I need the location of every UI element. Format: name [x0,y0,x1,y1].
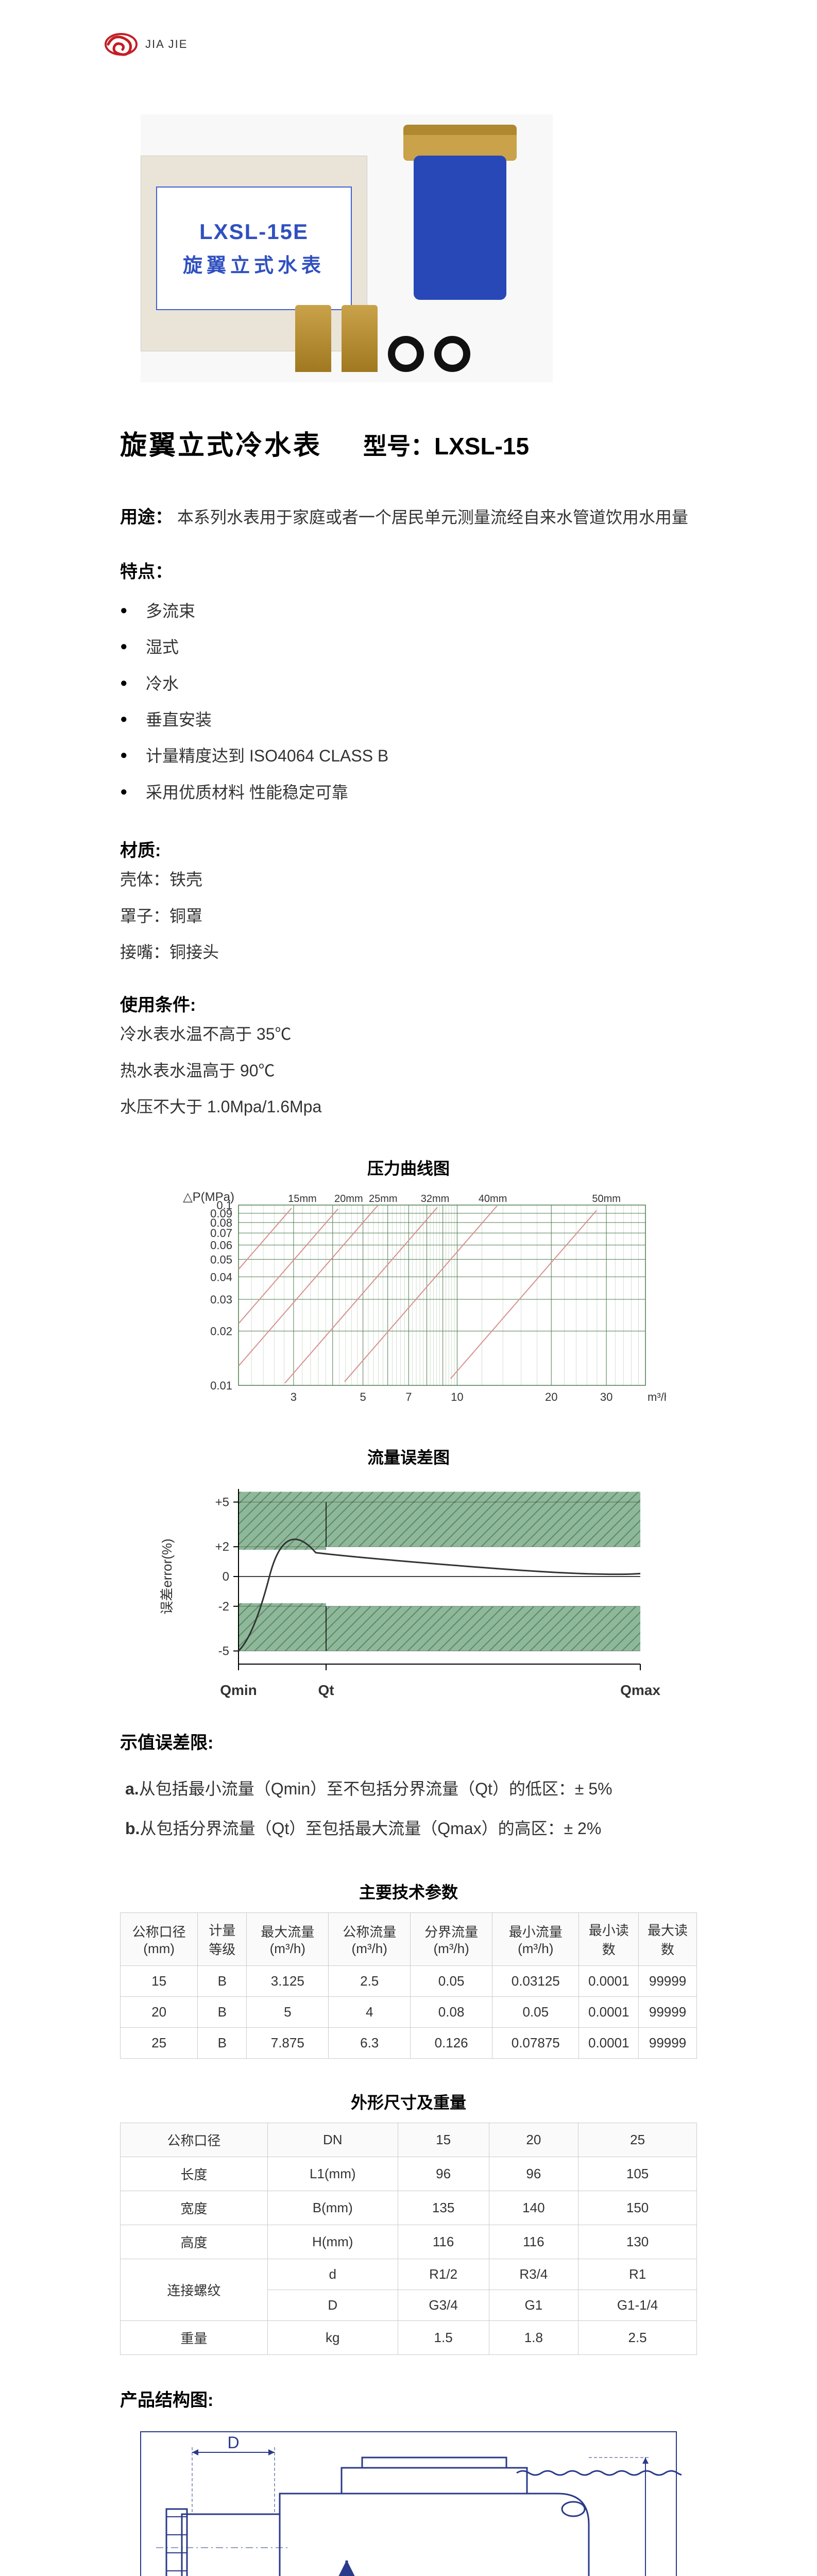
logo-swirl-icon [103,31,139,58]
feature-item: 采用优质材料 性能稳定可靠 [120,774,697,810]
usage-block: 用途： 本系列水表用于家庭或者一个居民单元测量流经自来水管道饮用水用量 [120,498,697,537]
table-header: 公称口径 (mm) [121,1913,198,1966]
pressure-chart: △P(MPa)0.010.020.030.040.050.060.070.080… [151,1190,666,1414]
table-row: 连接螺纹dR1/2R3/4R1 [121,2259,697,2290]
feature-item: 计量精度达到 ISO4064 CLASS B [120,738,697,774]
material-line: 罩子：铜罩 [120,898,697,934]
page-content: LXSL-15E 旋翼立式水表 旋翼立式冷水表 型号：LXSL-15 用途： 本… [120,73,697,2576]
svg-text:0.01: 0.01 [210,1379,232,1392]
table-row: 25B7.8756.30.1260.078750.000199999 [121,2028,697,2059]
svg-text:-2: -2 [218,1600,229,1614]
svg-text:0.03: 0.03 [210,1293,232,1306]
tolerance-block: 示值误差限: a.从包括最小流量（Qmin）至不包括分界流量（Qt）的低区：± … [120,1728,697,1849]
svg-text:25mm: 25mm [369,1193,398,1205]
features-block: 特点： 多流束湿式冷水垂直安装计量精度达到 ISO4064 CLASS B采用优… [120,557,697,810]
table-row: 宽度B(mm)135140150 [121,2191,697,2225]
material-line: 接嘴：铜接头 [120,934,697,970]
table-header: 分界流量 (m³/h) [411,1913,492,1966]
svg-text:20mm: 20mm [334,1193,363,1205]
svg-text:误差error(%): 误差error(%) [159,1539,175,1615]
condition-line: 热水表水温高于 90℃ [120,1053,697,1089]
main-params-title: 主要技术参数 [120,1879,697,1903]
material-line: 壳体：铁壳 [120,861,697,897]
svg-text:D: D [227,2433,239,2452]
features-label: 特点： [120,562,173,582]
svg-text:5: 5 [360,1391,366,1403]
structure-title: 产品结构图: [120,2386,697,2411]
condition-line: 冷水表水温不高于 35℃ [120,1016,697,1052]
table-row: 高度H(mm)116116130 [121,2225,697,2259]
svg-text:0.02: 0.02 [210,1325,232,1338]
brand-header: JIA JIE [0,0,817,73]
svg-text:20: 20 [545,1391,557,1403]
table-row: 15B3.1252.50.050.031250.000199999 [121,1966,697,1997]
svg-text:32mm: 32mm [421,1193,450,1205]
svg-text:+2: +2 [215,1540,229,1554]
product-model: 型号：LXSL-15 [363,428,529,462]
feature-item: 湿式 [120,629,697,665]
table-row: 长度L1(mm)9696105 [121,2157,697,2191]
condition-line: 水压不大于 1.0Mpa/1.6Mpa [120,1089,697,1125]
svg-text:15mm: 15mm [288,1193,317,1205]
box-model-text: LXSL-15E [199,219,309,244]
table-header: 最大读数 [639,1913,697,1966]
table-header: 20 [489,2123,578,2157]
svg-text:Qmin: Qmin [220,1682,257,1698]
conditions-label: 使用条件: [120,995,196,1015]
product-photo: LXSL-15E 旋翼立式水表 [141,114,553,382]
table-header: 公称流量 (m³/h) [329,1913,411,1966]
svg-text:0.05: 0.05 [210,1253,232,1266]
svg-text:0.06: 0.06 [210,1239,232,1252]
material-block: 材质: 壳体：铁壳罩子：铜罩接嘴：铜接头 [120,836,697,970]
feature-item: 冷水 [120,666,697,702]
material-label: 材质: [120,841,161,860]
svg-text:Qt: Qt [318,1682,334,1698]
svg-text:0.1: 0.1 [216,1199,232,1212]
feature-item: 多流束 [120,593,697,629]
usage-text: 本系列水表用于家庭或者一个居民单元测量流经自来水管道饮用水用量 [177,508,688,527]
table-header: 最小读数 [579,1913,639,1966]
svg-text:+5: +5 [215,1496,229,1510]
svg-text:Qmax: Qmax [620,1682,660,1698]
error-chart: -5 -2 0 +2 +5 Qmin Qt Qmax 误差error(%) [151,1479,666,1708]
svg-text:0.04: 0.04 [210,1271,232,1284]
table-header: 最小流量 (m³/h) [492,1913,579,1966]
table-header: DN [267,2123,398,2157]
brand-name: JIA JIE [145,38,188,51]
dimensions-title: 外形尺寸及重量 [120,2090,697,2113]
product-name: 旋翼立式冷水表 [120,423,322,462]
tolerance-label: 示值误差限: [120,1733,213,1753]
svg-text:10: 10 [451,1391,463,1403]
table-header: 15 [398,2123,489,2157]
svg-text:40mm: 40mm [479,1193,507,1205]
svg-text:7: 7 [405,1391,412,1403]
tolerance-item: b.从包括分界流量（Qt）至包括最大流量（Qmax）的高区：± 2% [120,1809,697,1849]
table-header: 公称口径 [121,2123,268,2157]
svg-text:50mm: 50mm [592,1193,621,1205]
table-header: 计量等级 [198,1913,247,1966]
logo: JIA JIE [103,31,817,58]
conditions-block: 使用条件: 冷水表水温不高于 35℃热水表水温高于 90℃水压不大于 1.0Mp… [120,991,697,1125]
dimensions-table: 公称口径DN152025长度L1(mm)9696105宽度B(mm)135140… [120,2123,697,2355]
main-params-table: 公称口径 (mm)计量等级最大流量 (m³/h)公称流量 (m³/h)分界流量 … [120,1912,697,2059]
svg-text:30: 30 [600,1391,612,1403]
tolerance-item: a.从包括最小流量（Qmin）至不包括分界流量（Qt）的低区：± 5% [120,1769,697,1809]
structure-drawing: DLH [135,2427,682,2576]
table-row: 20B540.080.050.000199999 [121,1997,697,2028]
features-list: 多流束湿式冷水垂直安装计量精度达到 ISO4064 CLASS B采用优质材料 … [120,593,697,810]
table-header: 25 [578,2123,697,2157]
box-cn-text: 旋翼立式水表 [183,249,325,278]
error-chart-title: 流量误差图 [120,1445,697,1468]
svg-text:0: 0 [223,1570,229,1584]
pressure-chart-title: 压力曲线图 [120,1156,697,1179]
usage-label: 用途： [120,507,173,527]
svg-text:3: 3 [291,1391,297,1403]
svg-text:m³/h: m³/h [648,1391,666,1403]
table-row: 重量kg1.51.82.5 [121,2321,697,2355]
table-header: 最大流量 (m³/h) [247,1913,329,1966]
product-title-row: 旋翼立式冷水表 型号：LXSL-15 [120,423,697,462]
svg-text:-5: -5 [218,1645,229,1658]
feature-item: 垂直安装 [120,702,697,738]
